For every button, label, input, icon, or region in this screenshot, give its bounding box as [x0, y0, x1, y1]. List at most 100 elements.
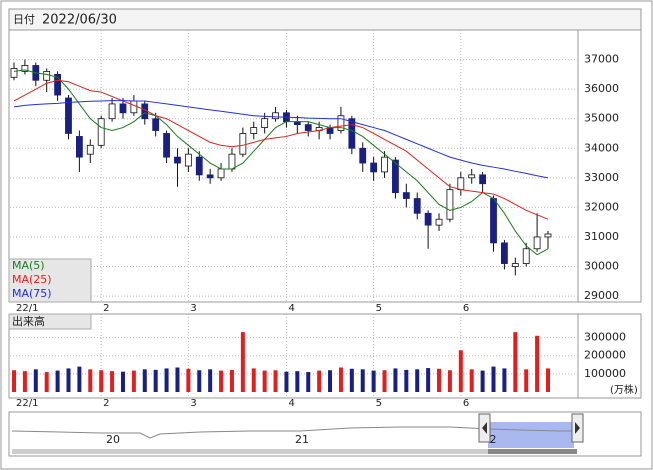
volume-bar — [404, 369, 409, 392]
candle-body — [54, 73, 61, 96]
y-tick-label: 29000 — [584, 289, 619, 302]
volume-bar — [99, 370, 104, 392]
candle-body — [501, 242, 508, 264]
volume-bar — [382, 370, 387, 392]
candle-body — [424, 212, 432, 226]
volume-bar — [12, 370, 16, 392]
x-tick-label: 2 — [103, 398, 109, 409]
legend-box — [8, 258, 92, 303]
volume-bar — [273, 370, 278, 392]
y-tick-label: 33000 — [584, 171, 619, 184]
y-tick-label: 31000 — [584, 230, 619, 243]
navigator-range[interactable] — [488, 422, 574, 448]
volume-bar — [262, 370, 267, 392]
volume-bar — [142, 369, 147, 392]
volume-unit: (万株) — [610, 383, 638, 396]
volume-bar — [186, 368, 191, 392]
ma-line — [13, 79, 549, 220]
candle-body — [184, 153, 192, 167]
candle-body — [206, 174, 214, 179]
volume-bar — [77, 366, 82, 392]
navigator-label: 2 — [490, 433, 497, 446]
x-tick-label: 4 — [288, 398, 294, 409]
volume-bar — [458, 350, 463, 392]
candle-body — [413, 198, 421, 214]
candle-body — [348, 118, 356, 149]
volume-bar — [447, 370, 452, 392]
volume-bar — [22, 371, 27, 392]
y-tick-label: 35000 — [584, 112, 619, 125]
volume-bar — [546, 368, 550, 392]
candle-body — [250, 127, 258, 134]
candle-body — [479, 174, 487, 185]
candle-body — [511, 263, 519, 267]
navigator-scrollbar[interactable] — [12, 449, 577, 454]
y-tick-label: 300000 — [584, 331, 626, 344]
volume-bar — [469, 369, 474, 392]
handle-arrow — [575, 422, 580, 434]
candle-body — [337, 115, 345, 131]
x-tick-label: 2 — [103, 303, 109, 314]
navigator-label: 21 — [295, 433, 309, 446]
navigator-thumb[interactable] — [488, 449, 577, 454]
date-label: 日付 — [13, 13, 35, 26]
volume-bar — [502, 368, 507, 392]
volume-bar — [153, 369, 158, 392]
candle-body — [228, 153, 236, 170]
candle-body — [119, 103, 127, 114]
volume-bar — [371, 370, 376, 392]
plot: 29000 30000 31000 32000 33000 34000 35000 36000… — [10, 30, 626, 409]
volume-bar — [284, 371, 289, 392]
x-tick-label: 5 — [376, 303, 382, 314]
candle-body — [239, 133, 247, 155]
candle-body — [533, 236, 541, 250]
volume-bar — [44, 372, 49, 392]
volume-bar — [338, 367, 343, 392]
candle-body — [97, 118, 105, 146]
volume-bar — [480, 370, 485, 392]
y-tick-label: 100000 — [584, 367, 626, 380]
y-tick-label: 36000 — [584, 82, 619, 95]
volume-bar — [219, 370, 224, 392]
volume-bar — [197, 370, 202, 392]
volume-bar — [306, 372, 311, 392]
x-tick-label: 4 — [288, 303, 294, 314]
candle-body — [65, 97, 72, 134]
y-tick-label: 34000 — [584, 141, 619, 154]
candle-body — [195, 156, 203, 176]
legend-label: MA(5) — [12, 259, 45, 272]
legend-label: MA(25) — [12, 273, 52, 286]
volume-bar — [164, 368, 169, 392]
x-tick-label: 5 — [376, 398, 382, 409]
candle-body — [152, 118, 160, 131]
candle-body — [544, 233, 552, 238]
ma-line — [13, 100, 549, 179]
candle-body — [272, 112, 279, 120]
volume-label-box — [8, 313, 92, 330]
x-tick-label: 6 — [463, 398, 469, 409]
volume-bar — [55, 370, 60, 392]
y-tick-label: 37000 — [584, 53, 619, 66]
volume-bar — [33, 369, 38, 392]
x-tick-label: 3 — [190, 303, 196, 314]
volume-bar — [295, 371, 300, 392]
volume-bar — [426, 368, 431, 392]
navigator-label: 20 — [106, 433, 120, 446]
volume-bar — [415, 369, 420, 392]
volume-bar — [88, 369, 93, 392]
volume-bar — [491, 366, 496, 392]
price-panel — [8, 29, 642, 303]
candle-body — [304, 124, 312, 131]
candle-body — [217, 168, 225, 179]
volume-bar — [120, 371, 125, 392]
volume-bar — [437, 368, 442, 392]
volume-bar — [66, 368, 71, 392]
volume-bar — [131, 370, 136, 392]
volume-bar — [110, 371, 115, 392]
candle-body — [435, 218, 443, 226]
volume-label: 出来高 — [12, 314, 45, 328]
y-tick-label: 32000 — [584, 200, 619, 213]
